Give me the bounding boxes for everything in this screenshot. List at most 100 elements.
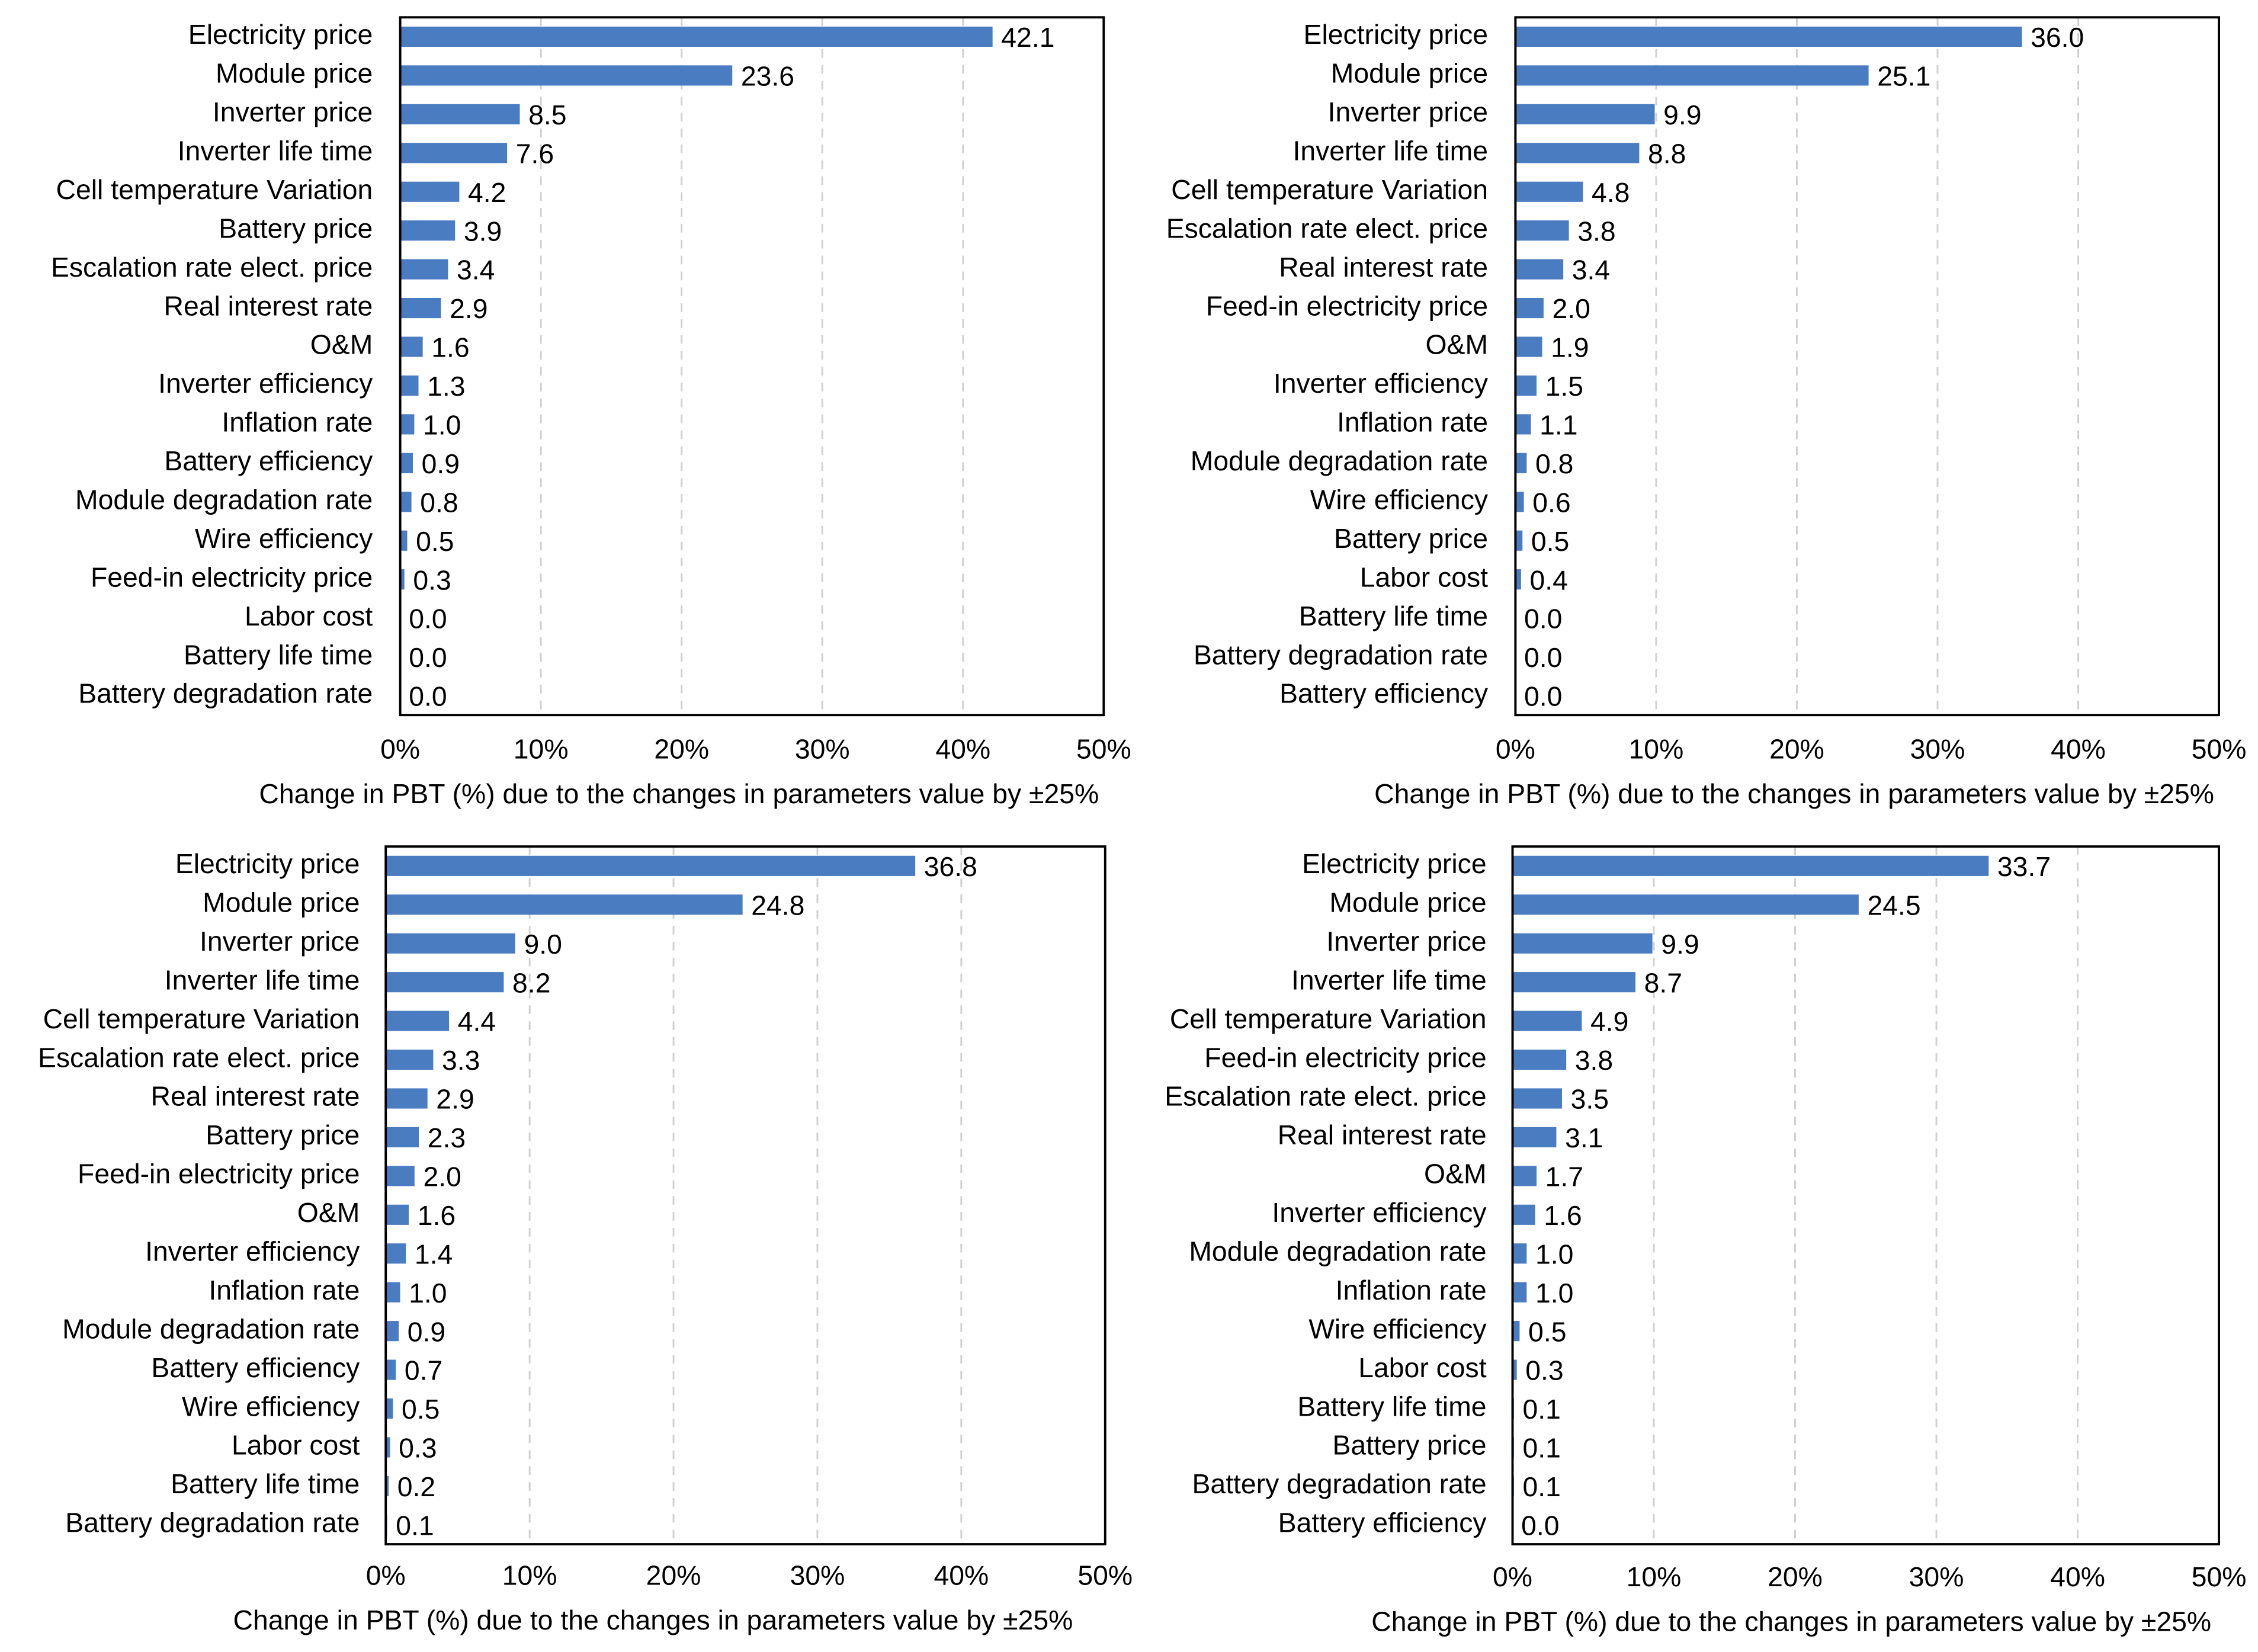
y-tick-label: Battery degradation rate xyxy=(1192,1468,1487,1499)
y-tick-label: Module degradation rate xyxy=(1191,445,1488,476)
value-label: 9.9 xyxy=(1661,929,1699,960)
x-tick-label: 50% xyxy=(2192,1561,2247,1592)
y-tick-label: Inverter price xyxy=(213,97,373,127)
value-label: 1.1 xyxy=(1539,410,1577,441)
y-tick-label: Labor cost xyxy=(1358,1352,1486,1383)
bar xyxy=(1512,1088,1562,1109)
value-label: 0.1 xyxy=(1523,1471,1561,1502)
value-label: 0.0 xyxy=(1524,642,1562,673)
bar xyxy=(386,1127,419,1148)
value-label: 2.0 xyxy=(423,1161,461,1192)
value-label: 1.5 xyxy=(1545,371,1583,402)
bar xyxy=(400,181,460,202)
x-tick-label: 20% xyxy=(646,1560,701,1590)
x-tick-label: 30% xyxy=(1909,1561,1964,1592)
y-tick-label: Battery life time xyxy=(1297,1391,1486,1422)
y-tick-label: Inverter price xyxy=(1328,97,1488,127)
value-label: 1.0 xyxy=(423,410,461,441)
bar xyxy=(400,453,413,473)
y-tick-label: Inverter life time xyxy=(1292,136,1488,166)
y-tick-label: Electricity price xyxy=(1302,848,1486,879)
bar xyxy=(1515,181,1583,202)
bar xyxy=(386,1049,434,1070)
y-tick-label: Wire efficiency xyxy=(195,523,373,554)
x-tick-label: 40% xyxy=(2050,1561,2105,1592)
chart: 0% 10% 20% 30% 40% 50% Change in PBT (%) due t… xyxy=(51,16,1131,809)
y-tick-label: Battery life time xyxy=(1299,601,1488,631)
value-label: 0.1 xyxy=(1523,1433,1561,1464)
x-tick-label: 40% xyxy=(935,733,990,764)
y-tick-label: Inverter efficiency xyxy=(1272,1197,1487,1228)
value-label: 0.9 xyxy=(422,448,460,479)
bar xyxy=(400,220,456,241)
value-label: 1.7 xyxy=(1545,1161,1583,1192)
bar xyxy=(1512,1011,1582,1031)
y-tick-label: Cell temperature Variation xyxy=(43,1003,360,1034)
value-label: 0.0 xyxy=(409,681,447,712)
y-tick-label: Module price xyxy=(1331,58,1488,89)
value-label: 0.7 xyxy=(405,1355,442,1386)
bar xyxy=(400,492,412,512)
bar xyxy=(386,1398,393,1419)
value-label: 3.9 xyxy=(464,216,502,246)
value-label: 7.6 xyxy=(516,138,554,169)
bar xyxy=(400,26,993,47)
value-label: 24.5 xyxy=(1867,890,1920,920)
value-label: 0.0 xyxy=(409,604,447,634)
bar xyxy=(1515,298,1544,319)
y-tick-label: Module degradation rate xyxy=(62,1313,360,1344)
value-label: 1.6 xyxy=(431,332,469,363)
bar xyxy=(400,375,419,396)
y-tick-label: Inverter price xyxy=(200,926,360,957)
x-axis-label: Change in PBT (%) due to the changes in … xyxy=(1374,778,2214,809)
bar xyxy=(1512,933,1653,954)
y-tick-label: Battery degradation rate xyxy=(78,678,373,709)
y-tick-label: Inverter life time xyxy=(165,964,360,995)
bar xyxy=(386,1321,399,1342)
value-label: 2.9 xyxy=(450,293,487,324)
y-tick-label: Battery efficiency xyxy=(1278,1507,1487,1538)
y-tick-label: Electricity price xyxy=(175,848,360,879)
bar xyxy=(1512,1282,1527,1303)
bar xyxy=(386,1204,409,1225)
x-tick-label: 30% xyxy=(795,733,850,764)
bar xyxy=(1515,492,1524,512)
value-label: 25.1 xyxy=(1877,61,1930,92)
y-tick-label: O&M xyxy=(1426,329,1489,360)
x-tick-label: 10% xyxy=(1629,733,1684,764)
bar xyxy=(1515,220,1569,241)
bar xyxy=(1512,894,1859,915)
y-tick-label: Inverter life time xyxy=(178,136,373,166)
bar xyxy=(400,414,415,435)
y-tick-label: Battery price xyxy=(206,1119,360,1150)
value-label: 1.9 xyxy=(1551,332,1589,363)
y-tick-label: O&M xyxy=(310,329,373,360)
bar xyxy=(400,569,405,590)
bar xyxy=(1515,336,1542,357)
value-label: 0.1 xyxy=(396,1510,434,1541)
value-label: 1.3 xyxy=(427,371,465,402)
plot-frame xyxy=(384,845,1106,1546)
value-label: 36.0 xyxy=(2031,22,2084,53)
value-label: 0.8 xyxy=(1535,448,1573,479)
bar xyxy=(1512,1359,1517,1380)
y-tick-label: Escalation rate elect. price xyxy=(51,252,373,283)
chart: 0% 10% 20% 30% 40% 50% Change in PBT (%) due t… xyxy=(1165,845,2247,1637)
value-label: 2.3 xyxy=(428,1122,466,1153)
y-tick-label: O&M xyxy=(297,1197,360,1228)
value-label: 9.9 xyxy=(1663,100,1701,130)
y-tick-label: Feed-in electricity price xyxy=(1206,290,1488,321)
value-label: 4.9 xyxy=(1590,1006,1628,1037)
x-tick-label: 20% xyxy=(654,733,709,764)
y-tick-label: Escalation rate elect. price xyxy=(38,1042,360,1073)
y-tick-label: Feed-in electricity price xyxy=(1204,1042,1486,1073)
y-tick-label: Battery efficiency xyxy=(164,445,373,476)
value-label: 4.8 xyxy=(1592,177,1630,208)
y-tick-label: O&M xyxy=(1424,1159,1487,1189)
y-tick-label: Inflation rate xyxy=(222,407,373,438)
y-tick-label: Wire efficiency xyxy=(1310,485,1489,515)
bar xyxy=(400,530,408,551)
x-tick-label: 20% xyxy=(1768,1561,1823,1592)
y-tick-label: Module price xyxy=(216,58,373,89)
